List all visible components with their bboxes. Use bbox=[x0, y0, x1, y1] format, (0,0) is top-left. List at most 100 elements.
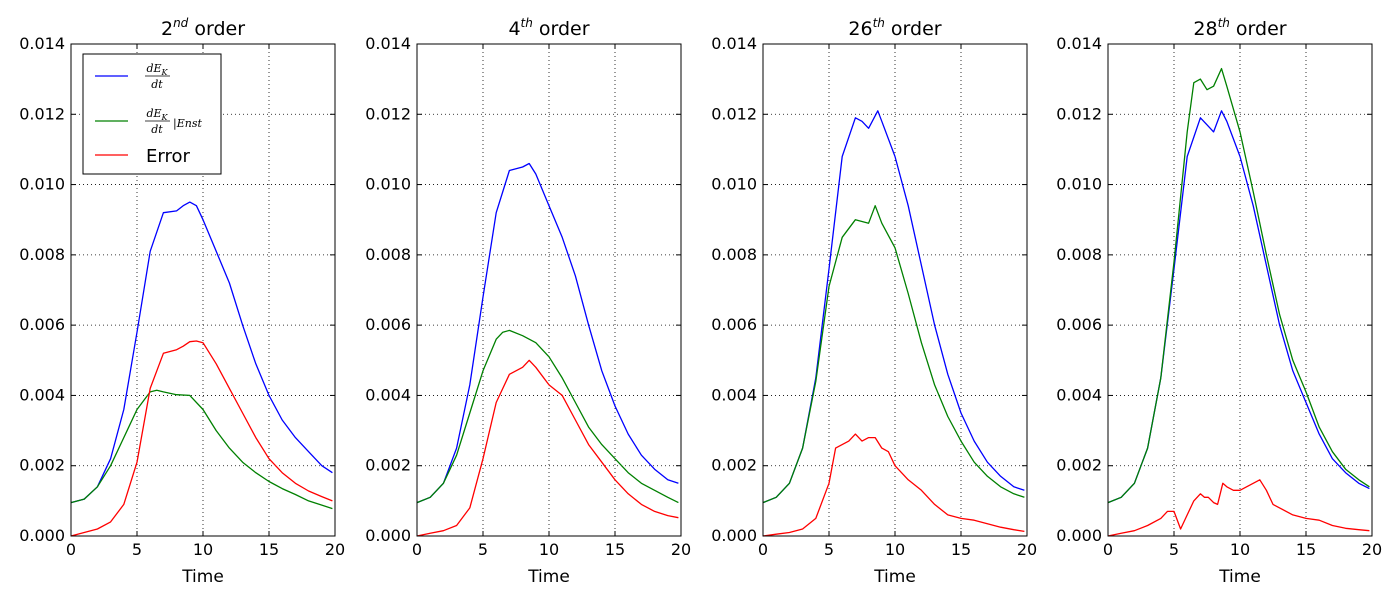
subplot-title: 4th order bbox=[508, 16, 589, 40]
x-tick-label: 15 bbox=[259, 540, 279, 559]
y-tick-label: 0.014 bbox=[365, 34, 411, 53]
legend-label: Error bbox=[146, 146, 190, 167]
series-line-3 bbox=[1107, 479, 1370, 537]
x-axis-label: Time bbox=[1218, 567, 1261, 587]
y-tick-label: 0.010 bbox=[19, 175, 65, 194]
title-suffix: order bbox=[885, 18, 942, 40]
y-tick-label: 0.002 bbox=[1056, 456, 1102, 475]
axes-frame bbox=[1107, 43, 1373, 537]
y-tick-label: 0.010 bbox=[1056, 175, 1102, 194]
series-line-3 bbox=[70, 340, 333, 537]
x-tick-label: 5 bbox=[1169, 540, 1179, 559]
legend-numerator: dEK bbox=[146, 62, 168, 77]
series-line-2 bbox=[762, 205, 1025, 504]
x-tick-label: 5 bbox=[824, 540, 834, 559]
series-line-2 bbox=[1107, 67, 1370, 504]
y-tick-label: 0.014 bbox=[1056, 34, 1102, 53]
y-tick-label: 0.006 bbox=[365, 315, 411, 334]
y-tick-label: 0.000 bbox=[19, 526, 65, 545]
x-tick-label: 15 bbox=[951, 540, 971, 559]
title-suffix: order bbox=[188, 18, 245, 40]
series-line-1 bbox=[70, 201, 333, 504]
subplot-1: 0 5 10 15 20 0.000 0.002 0.004 0.006 0.008 0.010 0.… bbox=[19, 16, 345, 587]
x-axis-label: Time bbox=[873, 567, 916, 587]
y-tick-label: 0.012 bbox=[1056, 104, 1102, 123]
series-line-1 bbox=[416, 162, 679, 504]
title-superscript: th bbox=[1218, 16, 1230, 30]
x-tick-label: 10 bbox=[885, 540, 905, 559]
y-tick-label: 0.008 bbox=[19, 245, 65, 264]
y-tick-label: 0.000 bbox=[1056, 526, 1102, 545]
y-tick-label: 0.004 bbox=[711, 385, 757, 404]
series-line-3 bbox=[416, 359, 679, 537]
x-tick-label: 20 bbox=[671, 540, 691, 559]
y-tick-label: 0.008 bbox=[711, 245, 757, 264]
y-tick-label: 0.002 bbox=[19, 456, 65, 475]
title-superscript: nd bbox=[173, 16, 189, 30]
x-tick-label: 5 bbox=[132, 540, 142, 559]
title-superscript: th bbox=[521, 16, 533, 30]
x-axis-label: Time bbox=[181, 567, 224, 587]
y-tick-label: 0.012 bbox=[365, 104, 411, 123]
y-tick-label: 0.008 bbox=[1056, 245, 1102, 264]
y-tick-label: 0.010 bbox=[365, 175, 411, 194]
y-tick-label: 0.002 bbox=[711, 456, 757, 475]
series-line-3 bbox=[762, 433, 1025, 537]
title-prefix: 2 bbox=[161, 18, 173, 40]
y-tick-label: 0.012 bbox=[19, 104, 65, 123]
y-tick-label: 0.006 bbox=[711, 315, 757, 334]
subplot-4: 0 5 10 15 20 0.000 0.002 0.004 0.006 0.008 0.010 0.… bbox=[1056, 16, 1382, 587]
legend-box bbox=[82, 53, 222, 175]
legend-denominator: dt bbox=[151, 123, 163, 136]
x-tick-label: 20 bbox=[1017, 540, 1037, 559]
legend-denominator: dt bbox=[151, 78, 163, 91]
y-tick-label: 0.004 bbox=[365, 385, 411, 404]
x-tick-label: 5 bbox=[478, 540, 488, 559]
title-superscript: th bbox=[873, 16, 885, 30]
y-tick-label: 0.014 bbox=[711, 34, 757, 53]
x-tick-label: 0 bbox=[1103, 540, 1113, 559]
y-tick-label: 0.000 bbox=[711, 526, 757, 545]
title-suffix: order bbox=[1230, 18, 1287, 40]
legend-tail: |Enst bbox=[173, 117, 202, 131]
series-line-1 bbox=[762, 110, 1025, 504]
legend-numerator-sub: K bbox=[161, 113, 169, 122]
subplot-3: 0 5 10 15 20 0.000 0.002 0.004 0.006 0.008 0.010 0.… bbox=[711, 16, 1037, 587]
y-tick-label: 0.014 bbox=[19, 34, 65, 53]
title-prefix: 28 bbox=[1193, 18, 1217, 40]
axes-frame bbox=[416, 43, 682, 537]
y-tick-label: 0.012 bbox=[711, 104, 757, 123]
series-line-1 bbox=[1107, 110, 1370, 504]
y-tick-label: 0.006 bbox=[19, 315, 65, 334]
legend-numerator-text: dE bbox=[146, 62, 161, 75]
x-tick-label: 20 bbox=[325, 540, 345, 559]
x-tick-label: 0 bbox=[758, 540, 768, 559]
y-tick-label: 0.004 bbox=[19, 385, 65, 404]
subplot-2: 0 5 10 15 20 0.000 0.002 0.004 0.006 0.008 0.010 0.… bbox=[365, 16, 691, 587]
y-tick-label: 0.002 bbox=[365, 456, 411, 475]
subplot-title: 28th order bbox=[1193, 16, 1286, 40]
title-suffix: order bbox=[533, 18, 590, 40]
x-tick-label: 0 bbox=[412, 540, 422, 559]
x-axis-label: Time bbox=[527, 567, 570, 587]
series-line-2 bbox=[70, 389, 333, 510]
title-prefix: 26 bbox=[848, 18, 872, 40]
y-tick-label: 0.006 bbox=[1056, 315, 1102, 334]
x-tick-label: 15 bbox=[605, 540, 625, 559]
subplot-title: 26th order bbox=[848, 16, 941, 40]
title-prefix: 4 bbox=[508, 18, 520, 40]
legend-numerator-text: dE bbox=[146, 107, 161, 120]
x-tick-label: 10 bbox=[539, 540, 559, 559]
series-line-2 bbox=[416, 329, 679, 504]
y-tick-label: 0.004 bbox=[1056, 385, 1102, 404]
y-tick-label: 0.010 bbox=[711, 175, 757, 194]
x-tick-label: 10 bbox=[193, 540, 213, 559]
y-tick-label: 0.008 bbox=[365, 245, 411, 264]
legend-numerator: dEK bbox=[146, 107, 168, 122]
x-tick-label: 15 bbox=[1296, 540, 1316, 559]
x-tick-label: 10 bbox=[1230, 540, 1250, 559]
